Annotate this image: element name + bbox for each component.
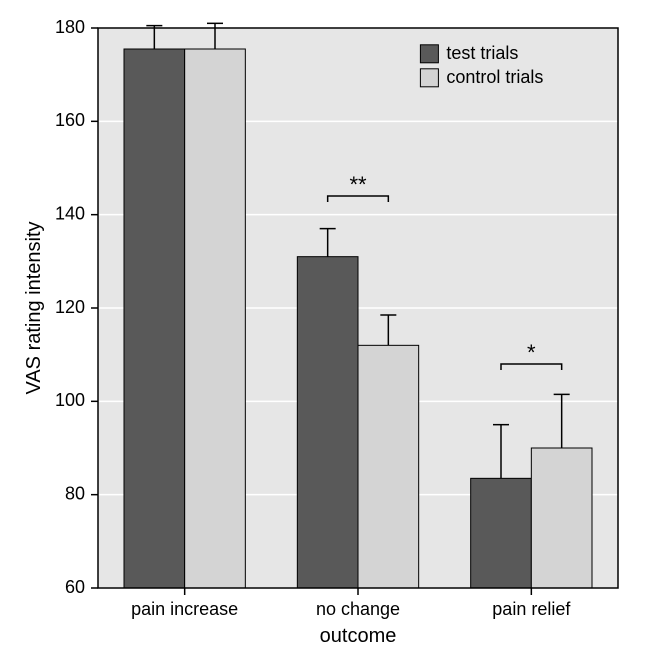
legend-swatch bbox=[420, 69, 438, 87]
legend-label: test trials bbox=[446, 43, 518, 63]
y-tick-label: 180 bbox=[55, 17, 85, 37]
bar bbox=[297, 257, 358, 588]
y-tick-label: 80 bbox=[65, 483, 85, 503]
chart-container: 60 80 100 120 140 160 180 pain increase no chang… bbox=[0, 0, 654, 667]
y-tick-label: 120 bbox=[55, 297, 85, 317]
x-tick-label: pain relief bbox=[492, 599, 571, 619]
y-tick-label: 140 bbox=[55, 203, 85, 223]
y-tick-label: 160 bbox=[55, 110, 85, 130]
significance-label: * bbox=[527, 340, 536, 365]
x-tick-label: pain increase bbox=[131, 599, 238, 619]
bar-chart: 60 80 100 120 140 160 180 pain increase no chang… bbox=[0, 0, 654, 667]
y-tick-label: 60 bbox=[65, 577, 85, 597]
bar bbox=[471, 478, 532, 588]
bar bbox=[531, 448, 592, 588]
x-axis-title: outcome bbox=[320, 625, 397, 647]
significance-label: ** bbox=[349, 172, 367, 197]
y-axis-title: VAS rating intensity bbox=[23, 221, 45, 394]
legend-label: control trials bbox=[446, 67, 543, 87]
legend-swatch bbox=[420, 45, 438, 63]
y-tick-label: 100 bbox=[55, 390, 85, 410]
bar bbox=[124, 49, 185, 588]
bar bbox=[185, 49, 246, 588]
bar bbox=[358, 345, 419, 588]
x-tick-label: no change bbox=[316, 599, 400, 619]
